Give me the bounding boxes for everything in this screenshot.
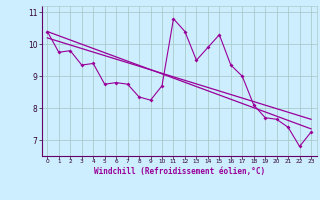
X-axis label: Windchill (Refroidissement éolien,°C): Windchill (Refroidissement éolien,°C): [94, 167, 265, 176]
